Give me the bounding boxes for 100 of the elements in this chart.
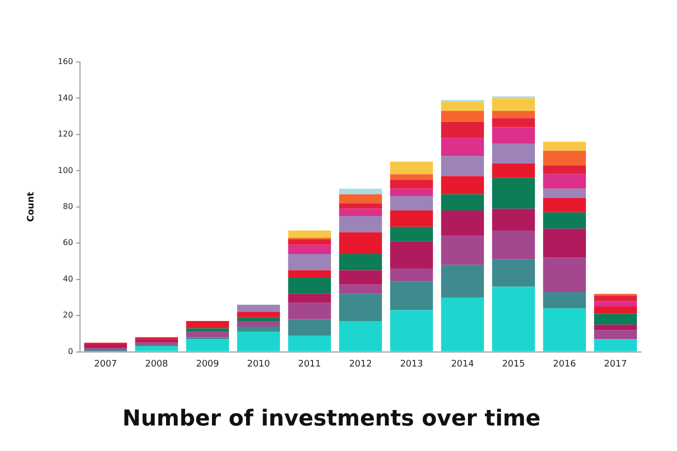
x-tick-label: 2016 <box>553 360 576 370</box>
bar <box>339 270 382 285</box>
bar <box>492 163 535 178</box>
y-tick-label: 20 <box>62 310 74 320</box>
bar <box>594 301 637 307</box>
bar <box>288 336 331 352</box>
bar <box>288 230 331 238</box>
bar <box>543 212 586 229</box>
y-axis-title: Count <box>26 191 37 222</box>
x-tick-label: 2013 <box>400 360 423 370</box>
bar <box>237 312 280 318</box>
bar <box>441 110 484 122</box>
bar <box>339 216 382 232</box>
bar <box>594 296 637 302</box>
bar <box>594 314 637 325</box>
bar <box>543 308 586 352</box>
bar <box>543 142 586 151</box>
y-tick-label: 60 <box>62 238 74 248</box>
bar <box>339 294 382 322</box>
bar <box>441 236 484 265</box>
bar <box>390 196 433 211</box>
bar <box>594 324 637 330</box>
bar <box>288 294 331 303</box>
bar <box>441 102 484 111</box>
bar <box>237 332 280 352</box>
bar <box>390 268 433 282</box>
x-tick-label: 2009 <box>196 360 220 370</box>
bar <box>390 281 433 310</box>
bar <box>441 210 484 236</box>
bar <box>441 122 484 138</box>
bar <box>339 194 382 204</box>
bar <box>492 127 535 144</box>
bar <box>441 138 484 156</box>
bar <box>288 270 331 278</box>
bar <box>543 228 586 258</box>
bar <box>492 259 535 287</box>
bar <box>339 284 382 294</box>
bar <box>186 339 229 352</box>
bar <box>543 258 586 292</box>
y-tick-label: 80 <box>62 202 74 211</box>
bar <box>237 317 280 322</box>
bar <box>441 297 484 352</box>
bar <box>543 174 586 189</box>
bar <box>288 302 331 320</box>
y-tick-label: 100 <box>58 166 74 175</box>
bar <box>135 339 178 343</box>
x-tick-label: 2007 <box>94 360 118 370</box>
bar <box>186 321 229 328</box>
bar <box>237 304 280 312</box>
bar <box>288 278 331 294</box>
bar <box>492 118 535 128</box>
x-tick-label: 2015 <box>502 360 525 370</box>
bar <box>543 150 586 166</box>
text: Number of investments over time <box>122 406 541 432</box>
bar <box>84 344 127 348</box>
bar <box>186 332 229 338</box>
bar <box>543 198 586 212</box>
bar <box>390 241 433 268</box>
x-tick-label: 2012 <box>349 360 372 370</box>
x-tick-label: 2017 <box>604 360 627 370</box>
bar <box>390 226 433 242</box>
bar <box>543 292 586 308</box>
bar <box>390 310 433 352</box>
y-tick-label: 0 <box>68 346 74 356</box>
bar <box>492 230 535 260</box>
bar <box>594 306 637 314</box>
bar <box>492 286 535 352</box>
bar <box>543 188 586 198</box>
bar <box>543 165 586 174</box>
bar <box>390 210 433 227</box>
x-tick-label: 2008 <box>145 360 168 370</box>
bar <box>339 321 382 352</box>
y-tick-label: 40 <box>62 274 74 284</box>
bar <box>594 330 637 340</box>
x-tick-label: 2014 <box>451 360 474 370</box>
bar <box>492 208 535 230</box>
bar <box>390 180 433 189</box>
bar <box>441 156 484 176</box>
bar <box>288 244 331 254</box>
bar <box>441 176 484 194</box>
bar <box>492 178 535 209</box>
x-tick-label: 2011 <box>298 360 321 370</box>
y-tick-label: 160 <box>58 57 74 66</box>
bar <box>390 162 433 174</box>
bar <box>339 254 382 270</box>
bar <box>288 240 331 245</box>
bar <box>390 188 433 196</box>
bar <box>288 319 331 336</box>
bar <box>288 254 331 270</box>
bar <box>492 110 535 118</box>
bar <box>390 174 433 180</box>
y-tick-label: 120 <box>58 130 74 139</box>
bar <box>594 339 637 352</box>
bar <box>135 346 178 352</box>
y-tick-label: 140 <box>58 93 74 102</box>
bar <box>441 194 484 211</box>
bar <box>441 264 484 298</box>
bar <box>339 188 382 194</box>
bar <box>186 328 229 332</box>
bar <box>339 208 382 216</box>
